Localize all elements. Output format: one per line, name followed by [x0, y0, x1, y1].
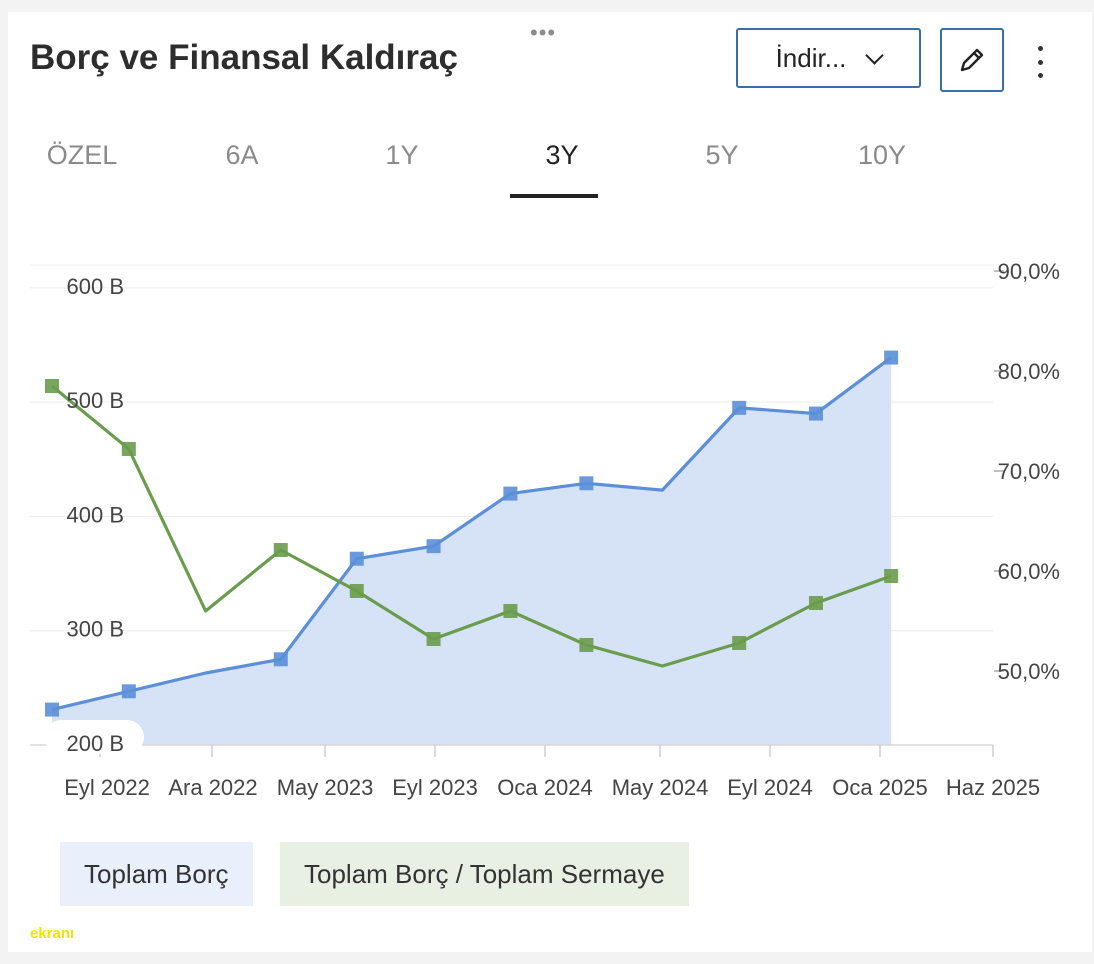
y-left-tick-label: 600 B	[67, 274, 125, 299]
tab-custom[interactable]: ÖZEL	[46, 140, 118, 170]
debt-point	[732, 400, 747, 415]
ratio-point	[808, 596, 823, 610]
ratio-point	[349, 584, 364, 598]
debt-point	[579, 476, 594, 491]
legend-ratio[interactable]: Toplam Borç / Toplam Sermaye	[280, 842, 689, 906]
debt-point	[273, 652, 288, 667]
ratio-point	[579, 638, 594, 652]
y-left-tick-label: 300 B	[67, 617, 125, 642]
y-left-tick-label: 400 B	[67, 502, 125, 527]
ratio-point	[732, 636, 747, 650]
tab-3y[interactable]: 3Y	[545, 140, 579, 170]
ratio-point	[503, 604, 518, 618]
more-vertical-icon[interactable]	[1030, 46, 1050, 78]
drag-handle-icon[interactable]: •••	[530, 20, 557, 45]
page-title: Borç ve Finansal Kaldıraç	[30, 38, 458, 77]
x-tick-label: Eyl 2024	[727, 775, 813, 800]
x-tick-label: Oca 2025	[832, 775, 927, 800]
debt-point	[121, 684, 136, 699]
download-button[interactable]: İndir...	[736, 28, 921, 88]
y-right-tick-label: 80,0%	[998, 359, 1060, 384]
ratio-point	[273, 543, 288, 557]
tab-1y[interactable]: 1Y	[385, 140, 419, 170]
series-debt-area	[52, 357, 892, 745]
debt-point	[426, 539, 441, 554]
debt-point	[503, 486, 518, 501]
x-tick-label: Eyl 2022	[64, 775, 150, 800]
x-tick-label: May 2024	[612, 775, 709, 800]
y-left-tick-label: 200 B	[67, 731, 125, 756]
pencil-icon	[960, 48, 984, 72]
x-tick-label: Ara 2022	[168, 775, 257, 800]
y-right-tick-label: 70,0%	[998, 459, 1060, 484]
series-ratio-line	[50, 384, 892, 668]
series-debt-line	[51, 356, 893, 712]
active-tab-indicator	[510, 194, 598, 198]
debt-leverage-chart: 200 B 300 B 400 B 500 B 600 B 50,0% 60,0% 70,0%…	[30, 259, 1060, 800]
debt-point	[808, 406, 823, 421]
y-right-tick-label: 90,0%	[998, 259, 1060, 284]
legend-debt[interactable]: Toplam Borç	[60, 842, 253, 906]
watermark-logo: ekranı	[30, 925, 75, 942]
download-label: İndir...	[775, 42, 847, 73]
chart-card	[8, 12, 1092, 952]
x-tick-label: Oca 2024	[497, 775, 592, 800]
tab-10y[interactable]: 10Y	[857, 140, 907, 170]
y-right-tick-label: 60,0%	[998, 559, 1060, 584]
ratio-point	[884, 569, 899, 583]
tab-6m[interactable]: 6A	[225, 140, 259, 170]
y-left-tick-label: 500 B	[67, 388, 125, 413]
ratio-point	[45, 379, 59, 393]
ratio-point	[121, 442, 136, 456]
x-tick-label: May 2023	[277, 775, 374, 800]
x-tick-label: Haz 2025	[946, 775, 1040, 800]
ratio-point	[426, 632, 441, 646]
debt-point	[884, 350, 899, 365]
edit-button[interactable]	[940, 28, 1004, 92]
y-right-tick-label: 50,0%	[998, 659, 1060, 684]
x-tick-label: Eyl 2023	[392, 775, 478, 800]
debt-point	[45, 702, 59, 717]
tick-label-bg	[44, 720, 144, 754]
debt-point	[349, 551, 364, 566]
tab-5y[interactable]: 5Y	[705, 140, 739, 170]
